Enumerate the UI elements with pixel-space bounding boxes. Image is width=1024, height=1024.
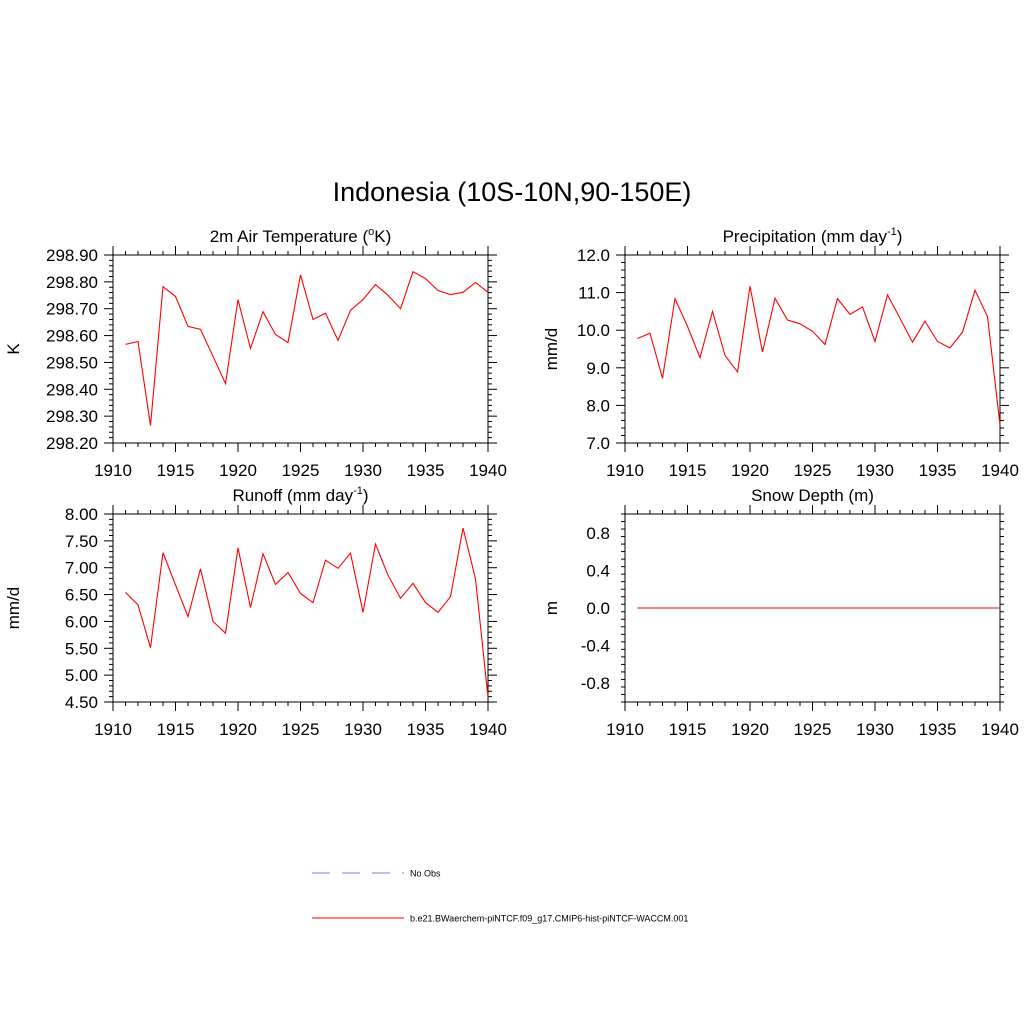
runoff-x-tick-label: 1935 <box>407 720 445 739</box>
snow-depth-x-tick-label: 1910 <box>606 720 644 739</box>
air-temperature-y-tick-label: 298.50 <box>46 353 98 372</box>
legend: No Obs b.e21.BWaerchem-piNTCF.f09_g17.CM… <box>312 869 688 924</box>
panel-precipitation: 1910 1915 1920 1925 1930 1935 1940 7.0 8.0 9.0 10.… <box>542 226 1019 480</box>
precipitation-y-tick-label: 7.0 <box>586 434 610 453</box>
precipitation-title: Precipitation (mm day-1) <box>723 226 903 246</box>
snow-depth-y-tick-label: 0.4 <box>586 561 610 580</box>
snow-depth-x-tick-label: 1920 <box>731 720 769 739</box>
runoff-y-axis-label: mm/d <box>4 587 23 630</box>
snow-depth-x-tick-label: 1940 <box>981 720 1019 739</box>
air-temperature-y-tick-label: 298.20 <box>46 434 98 453</box>
air-temperature-y-tick-label: 298.60 <box>46 327 98 346</box>
runoff-y-tick-label: 6.00 <box>65 612 98 631</box>
air-temperature-x-tick-label: 1920 <box>219 461 257 480</box>
precipitation-y-tick-label: 11.0 <box>578 284 610 303</box>
air-temperature-series-line <box>125 270 489 426</box>
precipitation-x-tick-label: 1920 <box>731 461 769 480</box>
runoff-y-tick-label: 5.00 <box>65 666 98 685</box>
air-temperature-y-tick-label: 298.30 <box>46 407 98 426</box>
snow-depth-y-tick-label: 0.0 <box>586 599 610 618</box>
runoff-y-tick-label: 7.00 <box>65 559 98 578</box>
precipitation-y-tick-label: 9.0 <box>586 359 610 378</box>
precipitation-x-tick-label: 1915 <box>669 461 707 480</box>
panel-snow-depth: 1910 1915 1920 1925 1930 1935 1940 -0.8 -0.4 0.0 0… <box>542 486 1019 739</box>
legend-label-model-run: b.e21.BWaerchem-piNTCF.f09_g17.CMIP6-his… <box>410 914 688 924</box>
snow-depth-y-tick-label: -0.4 <box>581 637 610 656</box>
snow-depth-y-tick-label: 0.8 <box>586 524 610 543</box>
air-temperature-title: 2m Air Temperature (oK) <box>210 226 392 246</box>
runoff-x-tick-label: 1930 <box>344 720 382 739</box>
air-temperature-x-tick-label: 1925 <box>282 461 320 480</box>
air-temperature-x-tick-label: 1940 <box>469 461 507 480</box>
precipitation-x-tick-label: 1940 <box>981 461 1019 480</box>
runoff-x-tick-label: 1915 <box>157 720 195 739</box>
precipitation-x-tick-label: 1930 <box>856 461 894 480</box>
snow-depth-title: Snow Depth (m) <box>751 486 874 505</box>
legend-entry-model-run: b.e21.BWaerchem-piNTCF.f09_g17.CMIP6-his… <box>312 914 688 924</box>
air-temperature-plot-frame <box>112 254 489 444</box>
precipitation-x-tick-label: 1910 <box>606 461 644 480</box>
runoff-x-tick-label: 1910 <box>94 720 132 739</box>
legend-label-no-obs: No Obs <box>410 869 441 879</box>
snow-depth-x-tick-label: 1925 <box>794 720 832 739</box>
precipitation-x-tick-label: 1935 <box>919 461 957 480</box>
air-temperature-y-axis-label: K <box>4 343 23 355</box>
precipitation-y-tick-label: 12.0 <box>577 246 610 265</box>
air-temperature-x-tick-label: 1910 <box>94 461 132 480</box>
runoff-y-tick-label: 5.50 <box>65 639 98 658</box>
runoff-series-line <box>125 527 489 698</box>
air-temperature-x-tick-label: 1935 <box>407 461 445 480</box>
air-temperature-y-tick-label: 298.40 <box>46 380 98 399</box>
legend-entry-no-obs: No Obs <box>312 869 441 879</box>
runoff-title: Runoff (mm day-1) <box>232 485 368 505</box>
precipitation-series-line <box>637 286 1001 426</box>
air-temperature-y-tick-label: 298.90 <box>46 246 98 265</box>
precipitation-x-tick-label: 1925 <box>794 461 832 480</box>
runoff-y-tick-label: 7.50 <box>65 532 98 551</box>
runoff-y-tick-label: 6.50 <box>65 586 98 605</box>
air-temperature-x-tick-label: 1915 <box>157 461 195 480</box>
snow-depth-x-tick-label: 1935 <box>919 720 957 739</box>
figure-title: Indonesia (10S-10N,90-150E) <box>333 177 692 207</box>
snow-depth-x-tick-label: 1930 <box>856 720 894 739</box>
air-temperature-x-tick-label: 1930 <box>344 461 382 480</box>
runoff-y-tick-label: 4.50 <box>65 693 98 712</box>
runoff-x-tick-label: 1940 <box>469 720 507 739</box>
panel-air-temperature: 1910 1915 1920 1925 1930 1935 1940 298.20 298.30… <box>4 226 507 480</box>
runoff-y-tick-label: 8.00 <box>65 505 98 524</box>
snow-depth-x-tick-label: 1915 <box>669 720 707 739</box>
snow-depth-y-tick-label: -0.8 <box>581 674 610 693</box>
precipitation-plot-frame <box>624 254 1001 444</box>
runoff-x-tick-label: 1920 <box>219 720 257 739</box>
precipitation-y-axis-label: mm/d <box>542 328 561 371</box>
precipitation-y-tick-label: 10.0 <box>577 321 610 340</box>
air-temperature-y-tick-label: 298.80 <box>46 273 98 292</box>
panel-runoff: 1910 1915 1920 1925 1930 1935 1940 4.50 5.00 5.50… <box>4 485 507 739</box>
snow-depth-y-axis-label: m <box>542 601 561 615</box>
air-temperature-y-tick-label: 298.70 <box>46 300 98 319</box>
precipitation-y-tick-label: 8.0 <box>586 396 610 415</box>
runoff-x-tick-label: 1925 <box>282 720 320 739</box>
